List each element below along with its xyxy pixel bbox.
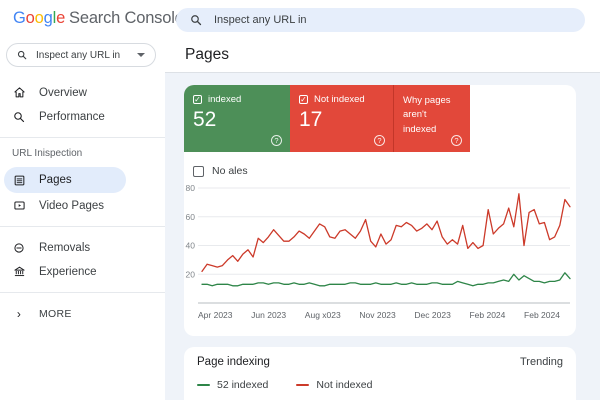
legend-item-indexed[interactable]: 52 indexed <box>197 379 268 391</box>
sidebar-item-label: Removals <box>39 241 91 254</box>
chart-x-labels: Apr 2023 Jun 2023 Aug x023 Nov 2023 Dec 2023… <box>198 310 560 320</box>
chevron-down-icon <box>137 53 145 57</box>
sidebar-item-label: Overview <box>39 86 87 99</box>
x-axis-tick-label: Feb 2024 <box>524 310 560 320</box>
sidebar-item-performance[interactable]: Performance <box>0 105 165 128</box>
not-indexed-line-swatch <box>296 383 310 387</box>
not-indexed-line <box>201 193 571 273</box>
logo-letter: G <box>13 9 26 27</box>
content-background: ✓ indexed 52 ? ✓ Not indexed 17 ? <box>165 73 600 400</box>
sidebar-item-removals[interactable]: Removals <box>0 236 165 259</box>
why-pages-arent-indexed-card[interactable]: Why pages aren't indexed ? <box>394 85 470 152</box>
header-divider <box>165 72 600 73</box>
y-axis-tick-label: 80 <box>186 183 196 193</box>
video-page-icon <box>12 199 26 213</box>
footer-title: Page indexing <box>197 356 270 368</box>
top-header: Google Search Console Inspect any URL in <box>0 0 600 36</box>
y-axis-tick-label: 60 <box>186 212 196 222</box>
x-axis-tick-label: Aug x023 <box>304 310 341 320</box>
indexed-summary-card[interactable]: ✓ indexed 52 ? <box>184 85 290 152</box>
sidebar-item-experience[interactable]: Experience <box>0 260 165 283</box>
y-axis-tick-label: 40 <box>186 241 196 251</box>
search-icon <box>17 50 27 60</box>
x-axis-tick-label: Apr 2023 <box>198 310 233 320</box>
filter-checkbox-label: No ales <box>212 165 248 177</box>
logo-letter: o <box>34 9 44 27</box>
help-icon[interactable]: ? <box>451 135 462 146</box>
card-label: indexed <box>208 94 242 105</box>
home-icon <box>12 86 26 100</box>
sidebar-divider <box>0 137 165 138</box>
removals-icon <box>12 241 26 255</box>
indexing-chart: 20 40 60 80 Apr 2023 Jun 2023 Aug x023 Nov 202… <box>184 183 576 320</box>
y-axis-tick-label: 20 <box>186 269 196 279</box>
main-content: Pages ✓ indexed 52 ? ✓ <box>165 36 600 400</box>
legend-item-not-indexed[interactable]: Not indexed <box>296 379 372 391</box>
sidebar-item-more[interactable]: › MORE <box>0 302 165 325</box>
sidebar-item-label: Video Pages <box>39 199 105 212</box>
sidebar-item-label: Experience <box>39 265 97 278</box>
property-selector-label: Inspect any URL in <box>36 49 121 61</box>
indexed-count: 52 <box>193 108 217 131</box>
search-icon <box>12 110 26 124</box>
sidebar-item-video-pages[interactable]: Video Pages <box>0 194 165 217</box>
chevron-right-icon: › <box>16 306 22 321</box>
unchecked-checkbox-icon[interactable] <box>193 165 204 177</box>
x-axis-tick-label: Nov 2023 <box>359 310 396 320</box>
checked-checkbox-icon[interactable]: ✓ <box>193 94 202 104</box>
pages-list-icon <box>12 173 26 187</box>
logo-letter: e <box>56 9 66 27</box>
property-selector-dropdown[interactable]: Inspect any URL in <box>6 43 156 67</box>
sidebar-item-pages[interactable]: Pages <box>4 167 126 193</box>
summary-cards-row: ✓ indexed 52 ? ✓ Not indexed 17 ? <box>184 85 576 152</box>
page-indexing-footer-card: Page indexing Trending 52 indexed Not in… <box>184 347 576 400</box>
sidebar-item-label: Performance <box>39 110 105 123</box>
sidebar-nav: Overview Performance URL Inispection Pag… <box>0 81 165 325</box>
logo-letter: g <box>43 9 53 27</box>
search-icon <box>191 15 202 26</box>
logo-letter: o <box>25 9 35 27</box>
help-icon[interactable]: ? <box>374 135 385 146</box>
search-placeholder: Inspect any URL in <box>214 14 307 26</box>
legend-label: 52 indexed <box>217 379 269 391</box>
not-indexed-summary-card[interactable]: ✓ Not indexed 17 ? <box>290 85 394 152</box>
card-label: Why pages aren't indexed <box>403 95 451 135</box>
indexed-line-swatch <box>197 383 210 387</box>
checked-checkbox-icon[interactable]: ✓ <box>299 94 308 104</box>
google-logo-letters: Google <box>13 9 65 27</box>
legend-label: Not indexed <box>316 379 373 391</box>
card-label: Not indexed <box>314 94 365 105</box>
url-inspection-search-bar[interactable]: Inspect any URL in <box>176 8 585 32</box>
bank-icon <box>12 265 26 279</box>
google-search-console-logo[interactable]: Google Search Console <box>13 9 184 28</box>
chart-legend: 52 indexed Not indexed <box>197 379 563 391</box>
not-indexed-count: 17 <box>299 108 323 131</box>
page-title: Pages <box>185 46 229 63</box>
filter-checkbox-row[interactable]: No ales <box>193 165 576 177</box>
sidebar-section-label: URL Inispection <box>12 148 83 159</box>
sidebar-item-label: MORE <box>39 307 72 320</box>
indexing-report-panel: ✓ indexed 52 ? ✓ Not indexed 17 ? <box>184 85 576 336</box>
help-icon[interactable]: ? <box>271 135 282 146</box>
sidebar-divider <box>0 292 165 293</box>
trending-label: Trending <box>519 356 563 368</box>
logo-letter: l <box>52 9 57 27</box>
sidebar-item-label: Pages <box>39 174 72 186</box>
sidebar-divider <box>0 226 165 227</box>
x-axis-tick-label: Feb 2024 <box>469 310 506 320</box>
x-axis-tick-label: Jun 2023 <box>251 310 287 320</box>
x-axis-tick-label: Dec 2023 <box>414 310 451 320</box>
chart-canvas: 20 40 60 80 <box>186 183 571 304</box>
sidebar-item-overview[interactable]: Overview <box>0 81 165 104</box>
sidebar: Inspect any URL in Overview Performance … <box>0 36 165 400</box>
indexed-line <box>201 272 571 287</box>
product-name: Search Console <box>69 9 184 27</box>
